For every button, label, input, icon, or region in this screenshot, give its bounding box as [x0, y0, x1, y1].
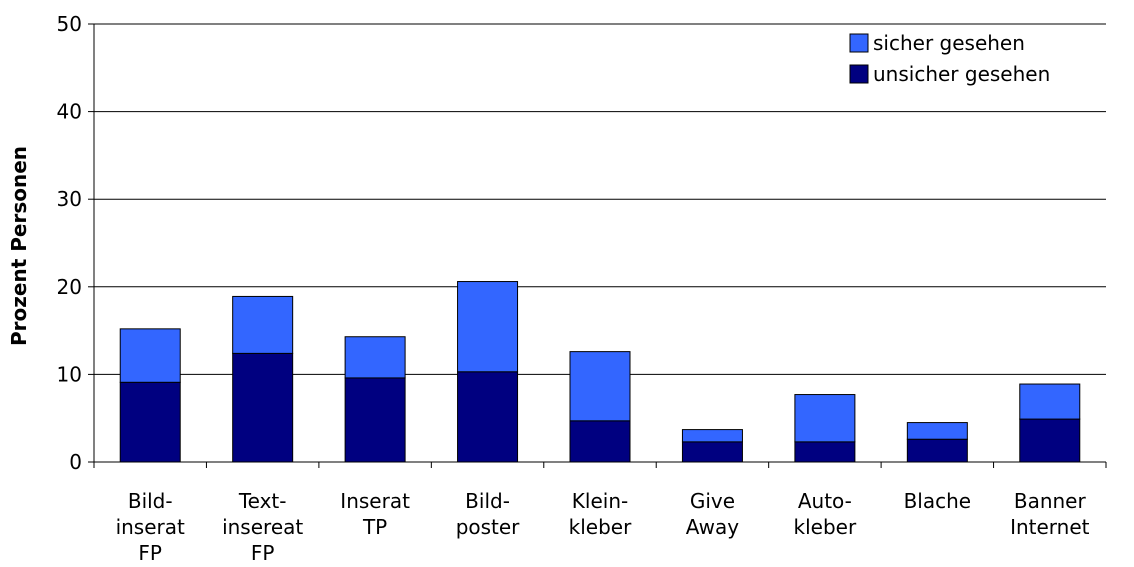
bar-segment-unsicher-gesehen — [794, 441, 856, 463]
legend-label: unsicher gesehen — [873, 62, 1050, 86]
y-tick-label: 50 — [57, 12, 82, 36]
bar-segment-unsicher-gesehen — [232, 352, 294, 463]
bar-segment-sicher-gesehen — [1019, 383, 1081, 420]
bar-segment-sicher-gesehen — [119, 328, 181, 383]
y-tick-label: 30 — [57, 187, 82, 211]
bar-segment-unsicher-gesehen — [681, 441, 743, 463]
bar-segment-sicher-gesehen — [794, 394, 856, 443]
bar-segment-sicher-gesehen — [344, 336, 406, 379]
bar-segment-sicher-gesehen — [681, 429, 743, 443]
x-category-label: kleber — [569, 515, 632, 539]
x-category-labels: Bild-inseratFPText-insereatFPInseratTPBi… — [116, 489, 1090, 565]
x-category-label: kleber — [794, 515, 857, 539]
bar-segment-unsicher-gesehen — [119, 381, 181, 463]
x-category-label: Text- — [238, 489, 287, 513]
bar-segment-unsicher-gesehen — [344, 377, 406, 463]
bar-segment-unsicher-gesehen — [569, 420, 631, 463]
legend: sicher gesehen unsicher gesehen — [849, 31, 1050, 86]
legend-swatch — [849, 64, 869, 84]
y-tick-label: 0 — [69, 450, 82, 474]
x-category-label: TP — [362, 515, 387, 539]
x-category-label: poster — [456, 515, 520, 539]
x-category-label: Banner — [1014, 489, 1087, 513]
y-tick-label: 40 — [57, 100, 82, 124]
bar-segment-sicher-gesehen — [906, 422, 968, 440]
bar-segment-sicher-gesehen — [232, 295, 294, 354]
y-tick-labels: 0 10 20 30 40 50 — [57, 12, 82, 474]
gridlines — [94, 23, 1106, 375]
y-tick-label: 10 — [57, 362, 82, 386]
x-category-label: FP — [251, 541, 275, 565]
bar-segment-unsicher-gesehen — [457, 371, 519, 463]
axes — [88, 23, 1107, 468]
x-category-label: Inserat — [340, 489, 410, 513]
legend-label: sicher gesehen — [873, 31, 1025, 55]
y-tick-label: 20 — [57, 275, 82, 299]
x-category-label: Give — [690, 489, 735, 513]
bar-segment-unsicher-gesehen — [1019, 418, 1081, 463]
bar-segment-sicher-gesehen — [457, 281, 519, 373]
x-category-label: Auto- — [798, 489, 852, 513]
bars — [119, 281, 1081, 463]
bar-segment-unsicher-gesehen — [906, 438, 968, 463]
x-category-label: inserat — [116, 515, 185, 539]
legend-swatch — [849, 33, 869, 53]
x-category-label: Bild- — [128, 489, 173, 513]
y-axis-title: Prozent Personen — [7, 146, 31, 346]
x-category-label: Bild- — [465, 489, 510, 513]
x-category-label: Away — [686, 515, 739, 539]
x-category-label: insereat — [222, 515, 303, 539]
bar-segment-sicher-gesehen — [569, 351, 631, 422]
x-category-label: Internet — [1010, 515, 1090, 539]
x-category-label: FP — [138, 541, 162, 565]
x-category-label: Klein- — [572, 489, 628, 513]
x-category-label: Blache — [904, 489, 972, 513]
